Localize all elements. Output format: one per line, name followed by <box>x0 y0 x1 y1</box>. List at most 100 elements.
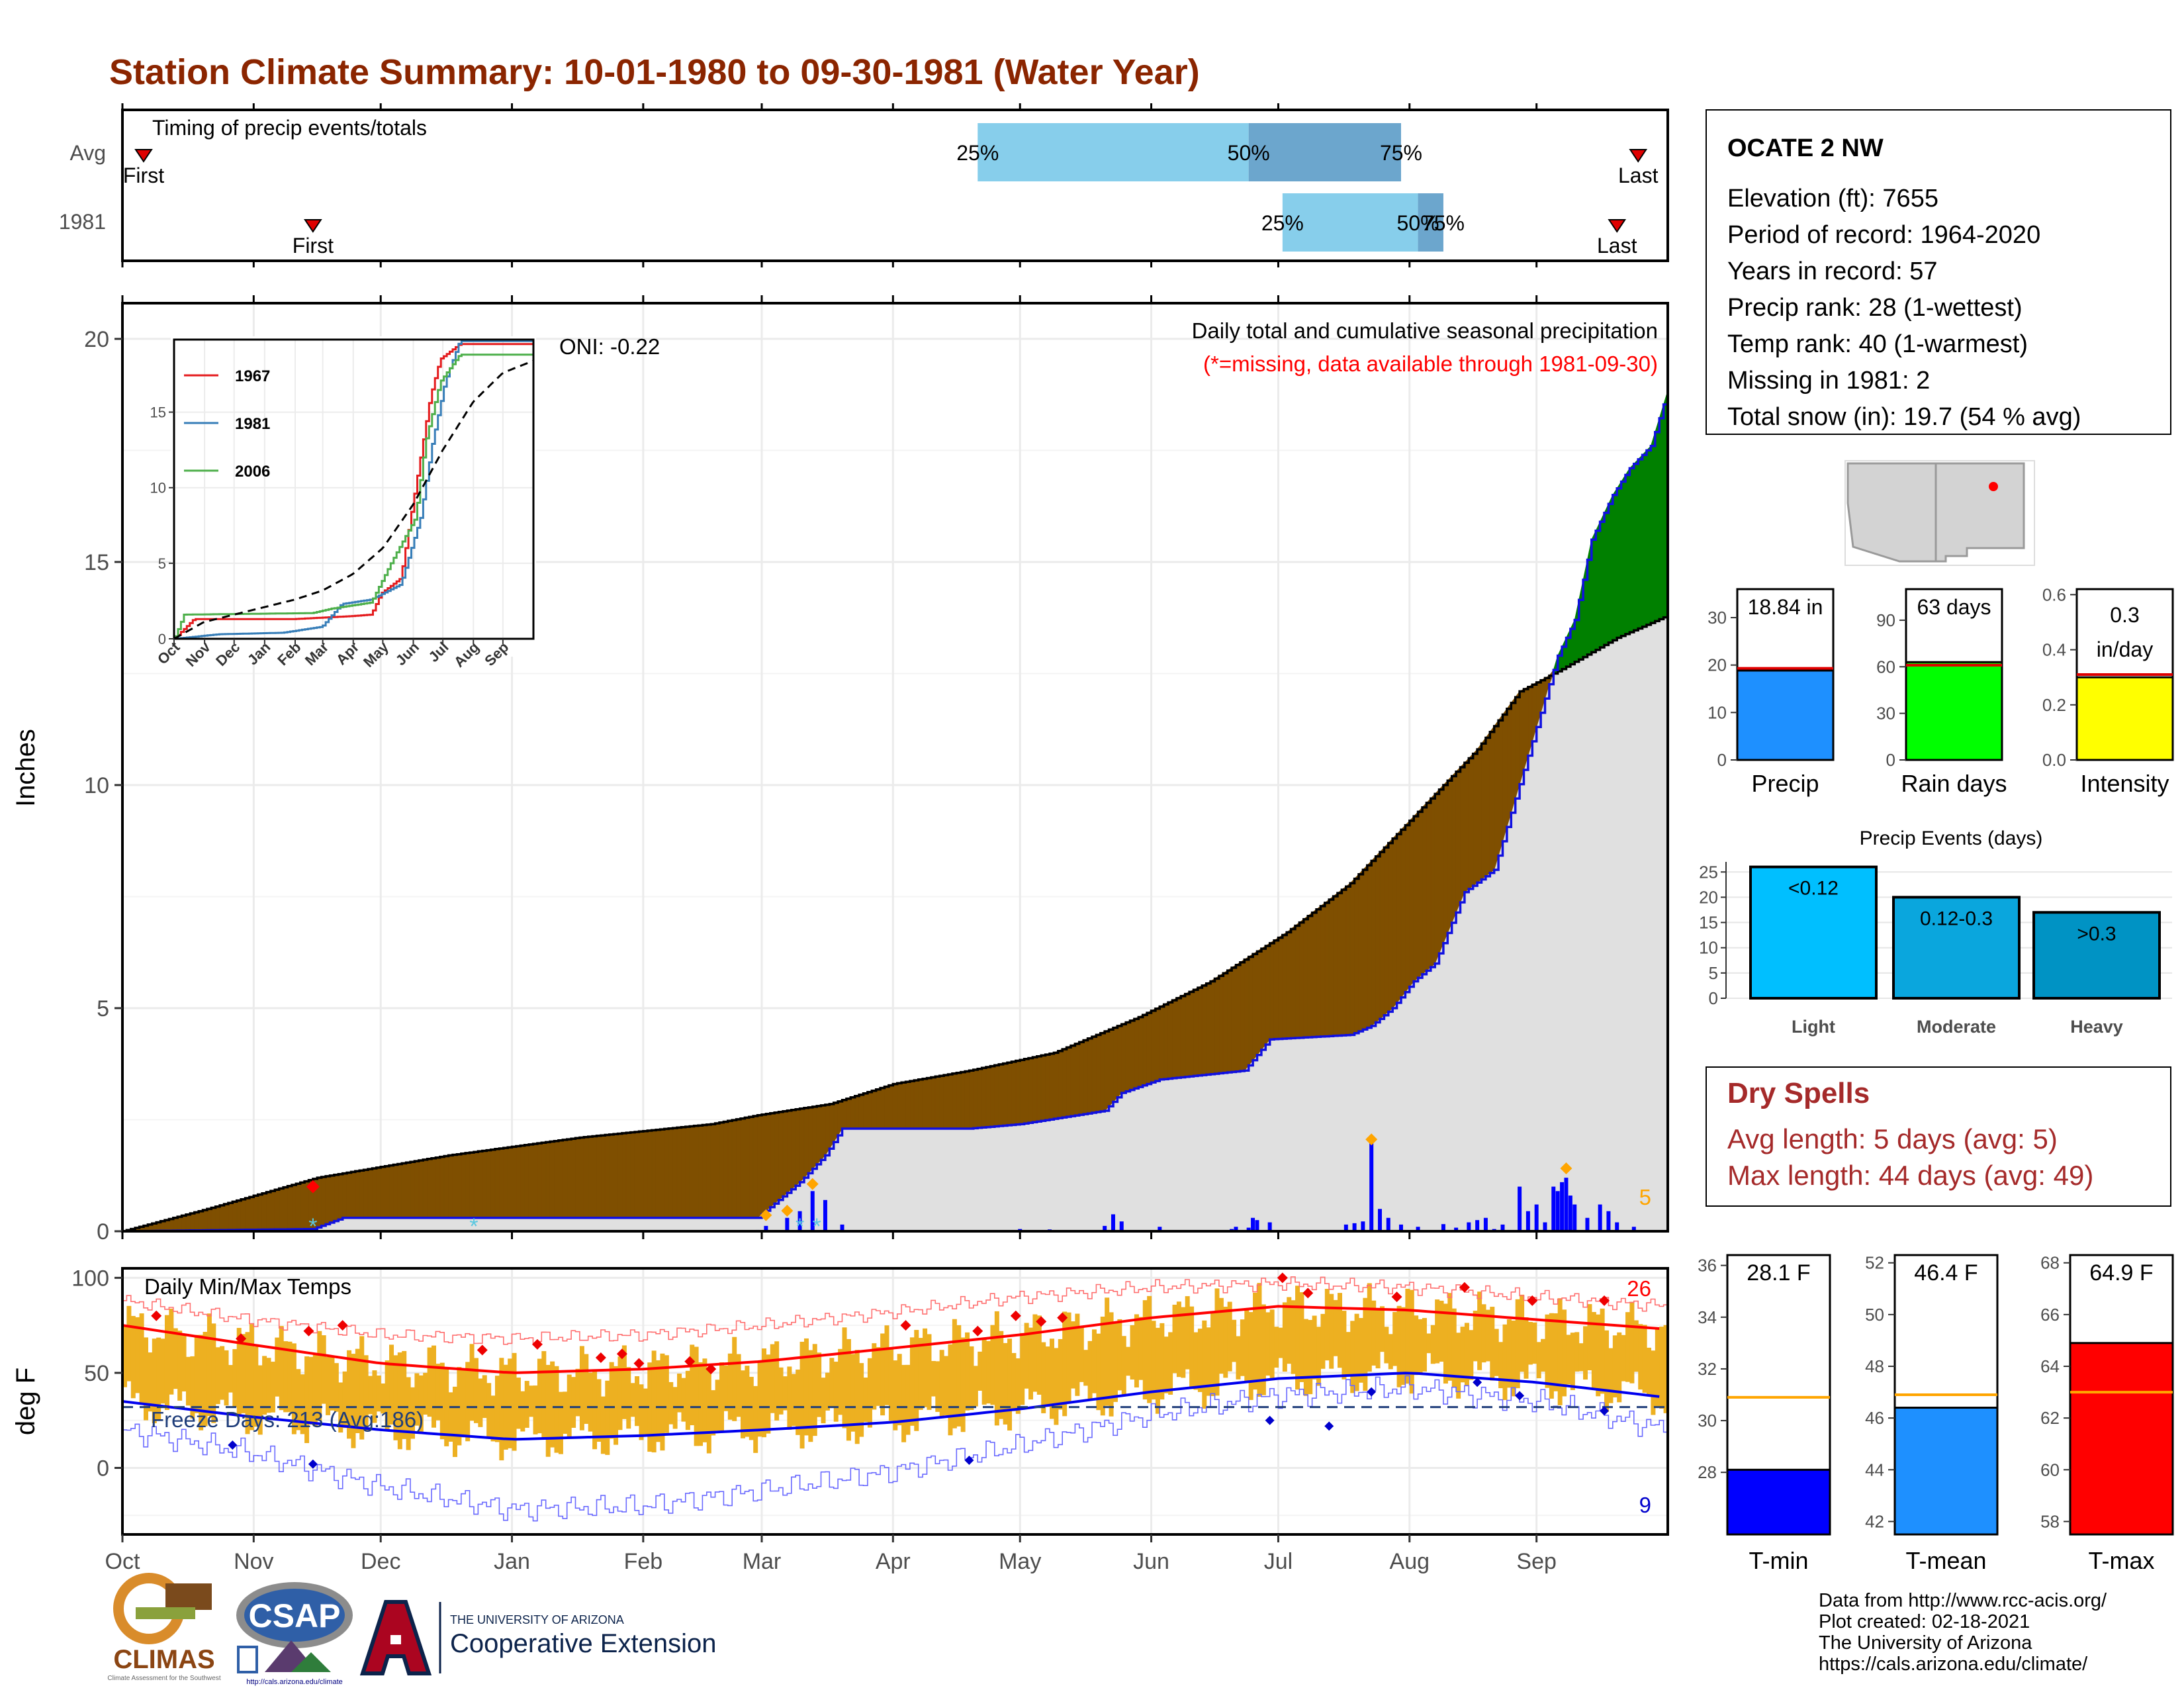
record-high-marker-0 <box>151 1310 162 1321</box>
daily-temp-bar <box>1041 1342 1046 1413</box>
daily-temp-bar <box>1600 1308 1605 1394</box>
temp-ytick-label-0: 0 <box>97 1456 109 1481</box>
daily-temp-bar <box>753 1385 758 1453</box>
inset-line-average <box>173 359 534 640</box>
precip-deficit-band <box>363 1168 369 1219</box>
record-high-marker-9 <box>684 1356 696 1367</box>
daily-temp-bar <box>690 1344 695 1426</box>
precip-deficit-band <box>1096 1033 1101 1113</box>
precip-deficit-band <box>512 1146 517 1219</box>
precip-deficit-band <box>1109 1027 1114 1107</box>
daily-temp-bar <box>803 1338 809 1436</box>
temp-month-label-8: Jun <box>1133 1549 1169 1574</box>
daily-temp-bar <box>1359 1318 1363 1383</box>
precip-panel-ylabel: Inches <box>11 729 40 807</box>
timing-row-label-1981: 1981 <box>59 210 106 234</box>
events-bar-light <box>1749 865 1878 1000</box>
precip-deficit-band <box>808 1106 813 1174</box>
precip-deficit-band <box>1342 886 1347 1036</box>
precip-deficit-band <box>1367 860 1372 1029</box>
daily-temp-bar <box>1456 1333 1461 1399</box>
precip-deficit-band <box>1117 1023 1122 1098</box>
daily-temp-bar <box>1418 1319 1423 1374</box>
daily-temp-bar <box>888 1348 893 1421</box>
daily-temp-bar <box>1651 1350 1656 1415</box>
daily-temp-bar <box>846 1338 851 1441</box>
precip-deficit-band <box>782 1110 788 1197</box>
precip-deficit-band <box>842 1098 847 1129</box>
precip-deficit-band <box>609 1133 614 1219</box>
station-line-precip-rank: Precip rank: 28 (1-wettest) <box>1727 294 2023 322</box>
precip-deficit-band <box>376 1166 381 1219</box>
record-high-marker-4 <box>477 1344 488 1356</box>
precip-deficit-band <box>520 1145 525 1219</box>
precip-deficit-band <box>283 1186 288 1230</box>
daily-temp-bar <box>469 1344 475 1421</box>
daily-temp-bar <box>529 1385 534 1417</box>
precip-deficit-band <box>1320 902 1326 1037</box>
daily-temp-bar <box>571 1377 576 1428</box>
daily-temp-bar <box>1142 1300 1148 1400</box>
daily-temp-bar <box>567 1374 572 1438</box>
temp-summary-tick-label-tmax-2: 62 <box>2040 1408 2060 1428</box>
precip-deficit-band <box>541 1141 547 1219</box>
inset-ytick-label-2: 10 <box>150 480 166 496</box>
oni-value: ONI: -0.22 <box>559 334 660 359</box>
precip-deficit-band <box>1345 882 1351 1036</box>
freeze-days-text: Freeze Days: 213 (Avg:186) <box>151 1407 424 1432</box>
daily-temp-bar <box>651 1350 657 1453</box>
record-low-marker-2 <box>964 1456 974 1466</box>
precip-deficit-band <box>1197 985 1203 1076</box>
precip-deficit-band <box>905 1080 911 1129</box>
daily-temp-bar <box>617 1356 623 1430</box>
daily-precip-bar-31 <box>1454 1227 1459 1231</box>
state-arizona-shape <box>1846 462 1937 563</box>
daily-temp-bar <box>1020 1333 1025 1405</box>
daily-temp-bar <box>224 1350 229 1406</box>
precip-surplus-band <box>1642 449 1647 628</box>
precip-deficit-band <box>1358 868 1363 1032</box>
daily-temp-bar <box>1024 1323 1029 1389</box>
daily-temp-bar <box>1028 1327 1034 1400</box>
daily-temp-bar <box>439 1362 445 1440</box>
precip-deficit-band <box>791 1109 796 1190</box>
daily-temp-bar <box>867 1358 872 1428</box>
daily-temp-bar <box>931 1360 936 1397</box>
precip-deficit-band <box>1307 912 1312 1038</box>
university-of-arizona-logo: THE UNIVERSITY OF ARIZONA Cooperative Ex… <box>359 1600 716 1675</box>
daily-temp-bar <box>1574 1332 1580 1372</box>
daily-temp-bar <box>1473 1311 1478 1362</box>
state-new-mexico-shape <box>1934 462 2025 563</box>
daily-temp-bar <box>1498 1342 1504 1389</box>
precip-deficit-band <box>279 1187 284 1230</box>
daily-temp-bar <box>1443 1303 1448 1384</box>
daily-temp-bar <box>944 1356 949 1416</box>
daily-temp-bar <box>923 1328 928 1407</box>
daily-temp-bar <box>664 1355 669 1433</box>
daily-temp-bar <box>965 1332 970 1411</box>
daily-precip-bar-19 <box>1251 1217 1255 1231</box>
daily-temp-bar <box>981 1337 987 1405</box>
precip-deficit-band <box>1451 771 1457 923</box>
daily-temp-bar <box>1206 1327 1211 1396</box>
precip-deficit-band <box>1430 793 1435 968</box>
daily-precip-bar-27 <box>1386 1217 1390 1231</box>
daily-temp-bar <box>702 1358 707 1442</box>
summary-bar-precip <box>1736 669 1835 761</box>
daily-temp-bar <box>287 1341 293 1413</box>
precip-deficit-band <box>1007 1061 1012 1126</box>
precip-deficit-band <box>1299 918 1304 1039</box>
climas-logo: CLIMAS Climate Assessment for the Southw… <box>107 1573 221 1682</box>
precip-deficit-band <box>1464 757 1469 893</box>
precip-deficit-band <box>240 1197 246 1231</box>
precip-deficit-band <box>397 1162 402 1219</box>
temp-month-label-0: Oct <box>105 1549 140 1574</box>
daily-temp-bar <box>397 1352 402 1450</box>
precip-deficit-band <box>316 1176 322 1228</box>
daily-precip-bar-49 <box>1606 1211 1611 1231</box>
station-info-box: OCATE 2 NW Elevation (ft): 7655 Period o… <box>1706 109 2171 435</box>
daily-temp-bar <box>1155 1327 1160 1414</box>
timing-row-label-avg: Avg <box>69 141 106 165</box>
precip-deficit-band <box>388 1164 394 1219</box>
